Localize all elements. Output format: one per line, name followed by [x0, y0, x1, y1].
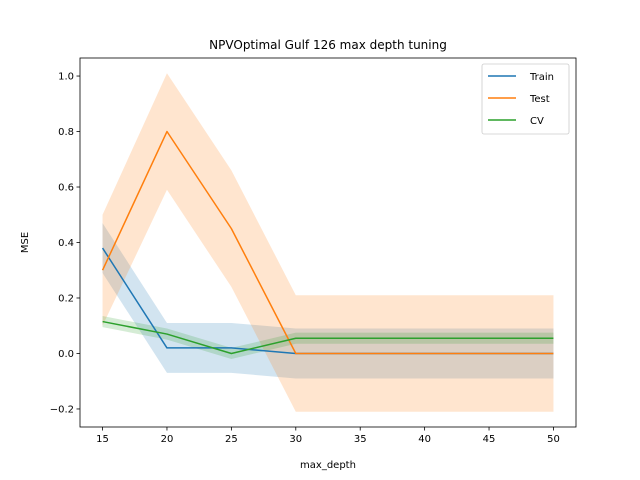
x-axis-ticks: 15 20 25 30 35 40 45 50 — [96, 427, 560, 445]
x-tick-label: 35 — [354, 434, 367, 445]
x-tick-label: 15 — [96, 434, 109, 445]
line-cv — [102, 320, 554, 355]
x-tick-label: 50 — [547, 434, 560, 445]
legend-box — [481, 63, 570, 135]
y-axis-label: MSE — [20, 232, 31, 253]
y-tick-label: −0.2 — [50, 404, 74, 415]
y-tick-label: 1.0 — [58, 72, 74, 83]
band-test — [102, 73, 554, 412]
y-tick-label: 0.0 — [58, 349, 74, 360]
y-tick-label: 0.8 — [58, 127, 74, 138]
legend-label-train: Train — [529, 72, 554, 83]
x-tick-label: 25 — [225, 434, 238, 445]
x-axis-label: max_depth — [300, 460, 356, 471]
legend-label-cv: CV — [530, 116, 544, 127]
x-tick-label: 20 — [161, 434, 174, 445]
x-tick-label: 40 — [418, 434, 431, 445]
series-lines — [101, 130, 554, 355]
chart-title: NPVOptimal Gulf 126 max depth tuning — [209, 38, 447, 52]
y-tick-label: 0.4 — [58, 238, 74, 249]
y-axis-ticks: −0.2 0.0 0.2 0.4 0.6 0.8 1.0 — [50, 72, 80, 415]
x-tick-label: 45 — [483, 434, 496, 445]
line-test — [101, 130, 554, 355]
legend-label-test: Test — [529, 94, 550, 105]
legend: Train Test CV — [481, 63, 570, 135]
y-tick-label: 0.6 — [58, 183, 74, 194]
y-tick-label: 0.2 — [58, 293, 74, 304]
band-train — [102, 223, 554, 379]
x-tick-label: 30 — [289, 434, 302, 445]
